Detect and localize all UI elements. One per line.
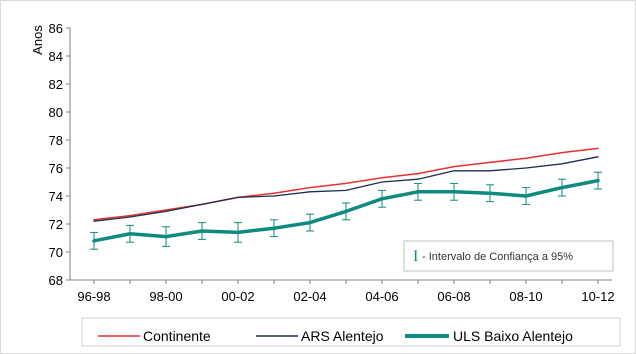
y-tick-label: 82 [49, 77, 63, 92]
x-tick-label: 08-10 [509, 289, 542, 304]
y-axis-title: Anos [30, 25, 45, 55]
series-line-continente [93, 147, 599, 221]
error-bar [522, 187, 530, 205]
ci-legend-frame [403, 240, 614, 272]
legend-label-uls-baixo-alentejo: ULS Baixo Alentejo [453, 328, 573, 344]
confidence-intervals [90, 171, 602, 250]
y-axis: 68 70 72 74 76 78 80 82 84 86 [49, 21, 71, 288]
y-tick-label: 84 [49, 49, 63, 64]
error-bar [126, 224, 134, 243]
error-bar [198, 222, 206, 240]
x-tick-label: 06-08 [437, 289, 470, 304]
error-bar [90, 231, 98, 250]
error-bar [414, 182, 422, 201]
y-tick-label: 70 [49, 245, 63, 260]
legend-label-ars-alentejo: ARS Alentejo [301, 328, 384, 344]
x-tick-label: 96-98 [77, 289, 110, 304]
y-tick-label: 80 [49, 105, 63, 120]
x-tick-label: 02-04 [293, 289, 326, 304]
x-tick-label: 04-06 [365, 289, 398, 304]
error-bar [486, 184, 494, 203]
error-bar [342, 202, 350, 221]
error-bar [270, 219, 278, 238]
error-bar [306, 213, 314, 232]
ci-glyph-icon: I [413, 248, 418, 265]
y-tick-label: 74 [49, 189, 63, 204]
legend-frame [81, 317, 621, 347]
error-bar [594, 171, 602, 190]
error-bar [162, 226, 170, 247]
error-bar [558, 178, 566, 197]
error-bar [378, 189, 386, 208]
y-tick-label: 78 [49, 133, 63, 148]
x-tick-label: 98-00 [149, 289, 182, 304]
ci-legend-box: I - Intervalo de Confiança a 95% [403, 240, 614, 272]
x-tick-label: 10-12 [581, 289, 614, 304]
y-tick-label: 86 [49, 21, 63, 36]
error-bar [234, 222, 242, 243]
y-tick-label: 72 [49, 217, 63, 232]
legend: Continente ARS Alentejo ULS Baixo Alente… [81, 317, 621, 347]
y-tick-label: 76 [49, 161, 63, 176]
x-axis: 96-98 98-00 00-02 02-04 04-06 06-08 08-10 10-12 [70, 279, 615, 304]
series-line-ars-alentejo [93, 156, 599, 222]
legend-label-continente: Continente [143, 328, 211, 344]
y-tick-label: 68 [49, 273, 63, 288]
error-bar [450, 182, 458, 201]
ci-legend-label: - Intervalo de Confiança a 95% [422, 251, 573, 263]
x-tick-label: 00-02 [221, 289, 254, 304]
